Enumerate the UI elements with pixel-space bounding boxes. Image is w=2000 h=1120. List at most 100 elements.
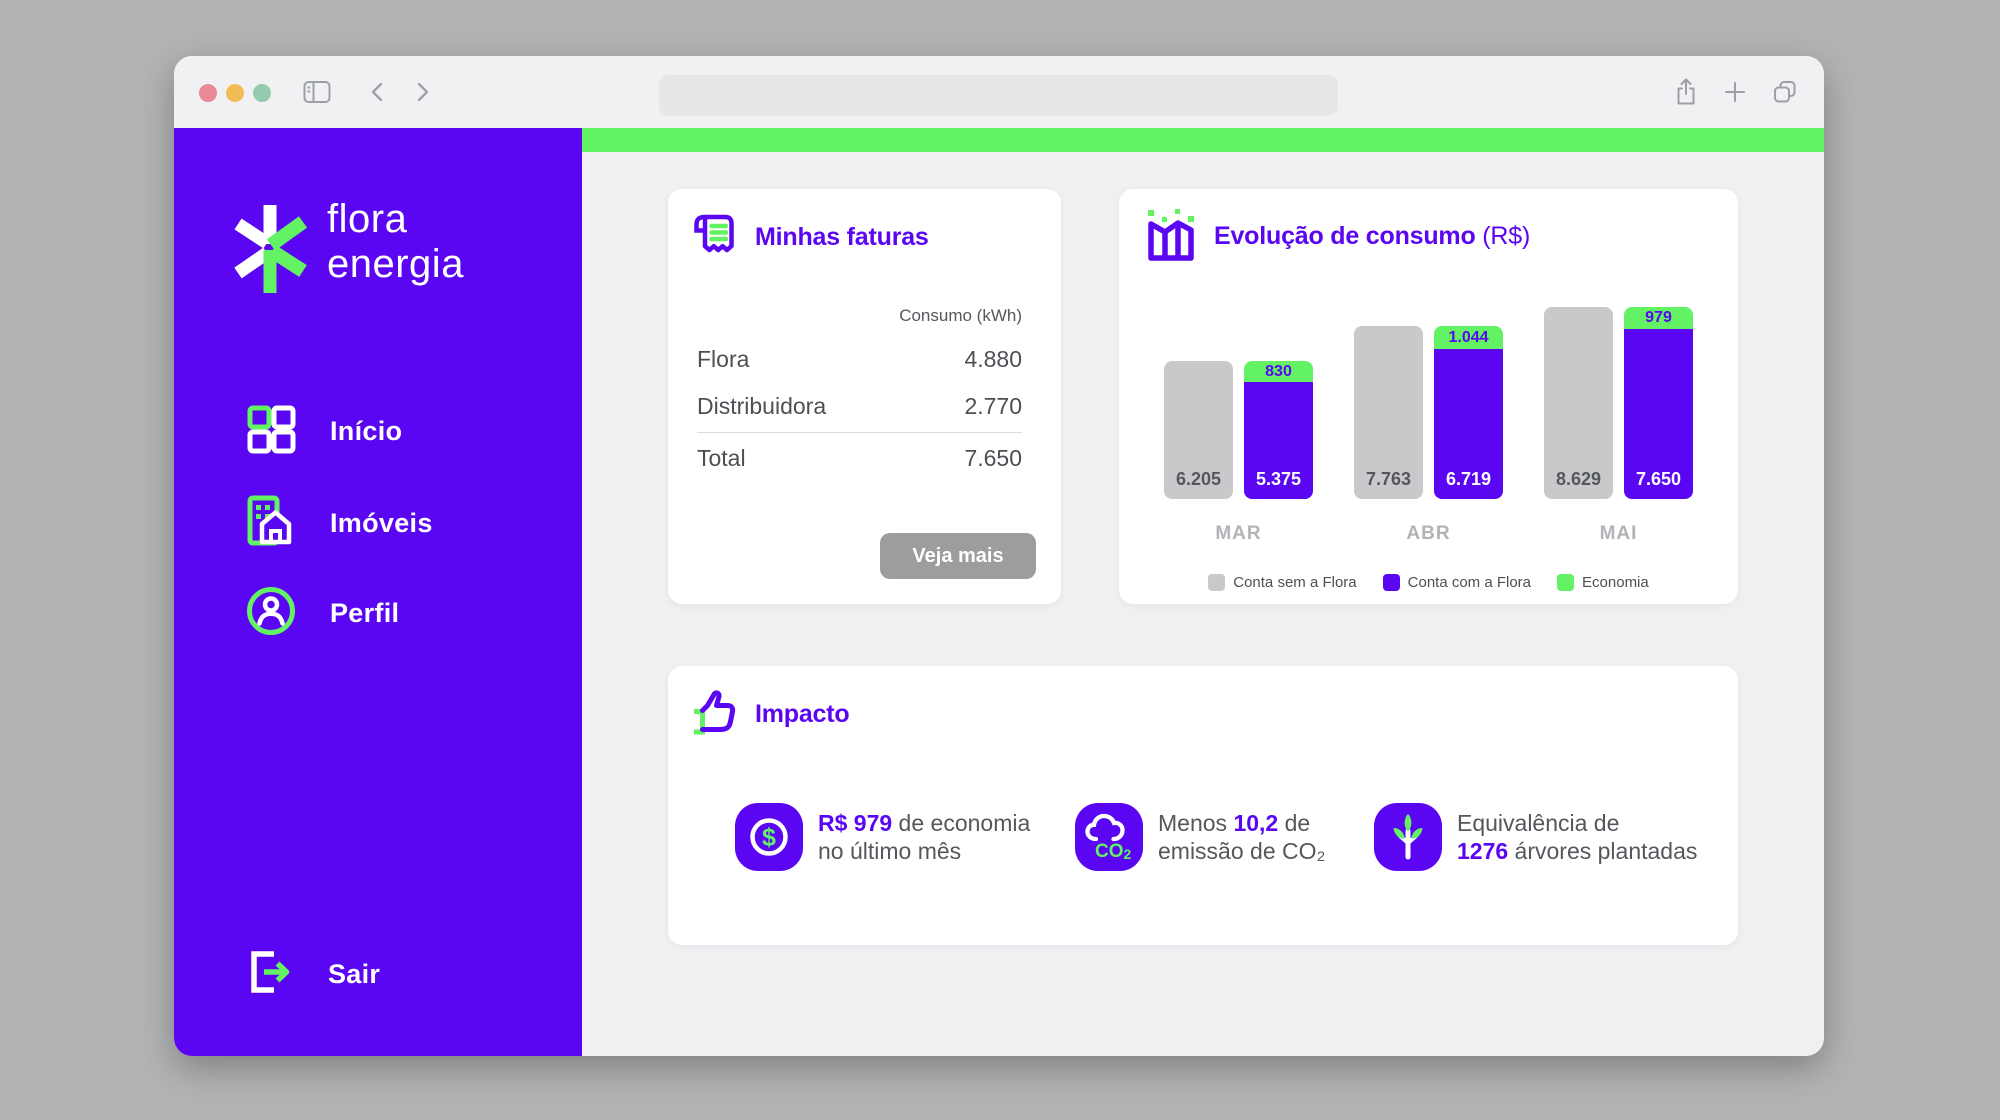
- svg-text:$: $: [762, 824, 776, 852]
- bar-conta-com-flora: 1.044 6.719: [1434, 326, 1503, 499]
- bar-value-label: 7.763: [1365, 469, 1412, 489]
- sidebar-item-label: Início: [330, 416, 403, 446]
- x-axis-label: ABR: [1406, 523, 1451, 544]
- sidebar: flora energia Início: [174, 128, 582, 1056]
- sidebar-item-label: Sair: [328, 959, 381, 989]
- sidebar-item-perfil[interactable]: Perfil: [245, 585, 399, 642]
- x-axis-label: MAI: [1599, 523, 1638, 544]
- svg-text:CO2: CO2: [1095, 841, 1132, 862]
- bar-value-label: 6.205: [1175, 469, 1222, 489]
- bar-conta-sem-flora: 8.629: [1544, 307, 1613, 499]
- bar-value-label: 5.375: [1255, 469, 1302, 489]
- legend-label: Conta com a Flora: [1407, 574, 1532, 591]
- main-content: Minhas faturas Consumo (kWh) Flora 4.880…: [582, 128, 1824, 1056]
- sidebar-item-imoveis[interactable]: Imóveis: [245, 495, 433, 552]
- bar-conta-com-flora: 830 5.375: [1244, 361, 1313, 499]
- stat-text: Equivalência de 1276 árvores plantadas: [1457, 810, 1698, 864]
- zoom-window-button[interactable]: [253, 84, 271, 102]
- tree-icon: [1374, 803, 1442, 871]
- bar-value-label: 8.629: [1555, 469, 1602, 489]
- legend-item: Conta sem a Flora: [1208, 574, 1357, 591]
- bar-purple-segment: 7.650: [1624, 329, 1693, 499]
- dollar-icon: $: [735, 803, 803, 871]
- stat-text: R$ 979 de economia no último mês: [818, 810, 1031, 864]
- legend-swatch: [1208, 574, 1226, 591]
- faturas-card: Minhas faturas Consumo (kWh) Flora 4.880…: [668, 189, 1061, 604]
- close-window-button[interactable]: [199, 84, 217, 102]
- brand-name: flora energia: [327, 197, 464, 286]
- stat-economia: $ R$ 979 de economia no último mês: [735, 803, 1075, 871]
- person-icon: [245, 585, 297, 642]
- new-tab-icon[interactable]: [1724, 81, 1746, 103]
- legend-item: Conta com a Flora: [1382, 574, 1532, 591]
- browser-window: flora energia Início: [174, 56, 1824, 1056]
- row-label: Total: [697, 445, 746, 471]
- logout-icon: [245, 947, 295, 1002]
- x-axis-labels: MAR ABR MAI: [1119, 523, 1738, 545]
- consumo-card: Evolução de consumo (R$) 6.205 830 5.375 7.…: [1119, 189, 1738, 604]
- card-title: Evolução de consumo (R$): [1214, 222, 1531, 250]
- accent-stripe: [582, 128, 1824, 152]
- building-icon: [245, 495, 297, 552]
- total-row: Total 7.650: [697, 445, 1022, 472]
- bar-value-label: 6.719: [1445, 469, 1492, 489]
- card-title: Minhas faturas: [755, 223, 929, 251]
- bar-purple-segment: 5.375: [1244, 382, 1313, 499]
- brand-logo: flora energia: [230, 197, 464, 300]
- co2-icon: CO2: [1075, 803, 1143, 871]
- sidebar-item-inicio[interactable]: Início: [245, 403, 402, 460]
- row-value: 4.880: [964, 346, 1022, 372]
- bar-group: 6.205 830 5.375: [1164, 361, 1313, 499]
- bar-chart-icon: [1143, 206, 1199, 267]
- bar-conta-sem-flora: 6.205: [1164, 361, 1233, 499]
- stat-co2: CO2 Menos 10,2 de emissão de CO₂: [1075, 803, 1374, 871]
- minimize-window-button[interactable]: [226, 84, 244, 102]
- legend-label: Conta sem a Flora: [1233, 574, 1357, 591]
- economia-value-label: 1.044: [1448, 328, 1489, 346]
- browser-titlebar: [174, 56, 1824, 128]
- sidebar-toggle-icon[interactable]: [303, 80, 331, 104]
- sidebar-item-label: Perfil: [330, 598, 400, 628]
- title-unit: (R$): [1475, 222, 1531, 250]
- veja-mais-button[interactable]: Veja mais: [880, 533, 1036, 579]
- stat-text: Menos 10,2 de emissão de CO₂: [1158, 810, 1326, 864]
- bar-chart: 6.205 830 5.375 7.763 1.044 6.719 8.629 979 7.65…: [1119, 307, 1738, 499]
- back-icon[interactable]: [371, 82, 383, 102]
- column-header: Consumo (kWh): [899, 306, 1022, 325]
- x-axis-label: MAR: [1215, 523, 1262, 544]
- grid-icon: [245, 403, 297, 460]
- forward-icon[interactable]: [417, 82, 429, 102]
- bar-group: 8.629 979 7.650: [1544, 307, 1693, 499]
- impacto-card: Impacto $ R$ 979 de economia no último m: [668, 666, 1738, 945]
- row-value: 2.770: [964, 393, 1022, 419]
- row-label: Distribuidora: [697, 393, 827, 419]
- sidebar-item-label: Imóveis: [330, 508, 433, 538]
- address-bar[interactable]: [659, 75, 1338, 116]
- stat-arvores: Equivalência de 1276 árvores plantadas: [1374, 803, 1697, 871]
- bar-conta-com-flora: 979 7.650: [1624, 307, 1693, 499]
- tabs-overview-icon[interactable]: [1772, 79, 1798, 105]
- row-label: Flora: [697, 346, 750, 372]
- economia-value-label: 830: [1265, 362, 1292, 380]
- sidebar-item-sair[interactable]: Sair: [245, 947, 380, 1002]
- bar-purple-segment: 6.719: [1434, 349, 1503, 499]
- economia-value-label: 979: [1645, 309, 1672, 326]
- share-icon[interactable]: [1673, 77, 1699, 107]
- bar-value-label: 7.650: [1635, 469, 1682, 489]
- card-title: Impacto: [755, 700, 850, 728]
- chart-legend: Conta sem a Flora Conta com a Flora Econom…: [1119, 574, 1738, 591]
- receipt-icon: [688, 209, 740, 266]
- table-row: Distribuidora 2.770: [697, 393, 1022, 420]
- legend-swatch: [1382, 574, 1400, 591]
- divider: [697, 432, 1022, 433]
- bar-conta-sem-flora: 7.763: [1354, 326, 1423, 499]
- row-value: 7.650: [964, 445, 1022, 471]
- bar-group: 7.763 1.044 6.719: [1354, 326, 1503, 499]
- bar-economia-segment: 979: [1624, 307, 1693, 329]
- legend-swatch: [1557, 574, 1575, 591]
- table-row: Flora 4.880: [697, 346, 1022, 373]
- legend-label: Economia: [1582, 574, 1649, 591]
- flora-asterisk-icon: [230, 203, 310, 300]
- thumbs-up-icon: [688, 686, 740, 743]
- bar-economia-segment: 830: [1244, 361, 1313, 382]
